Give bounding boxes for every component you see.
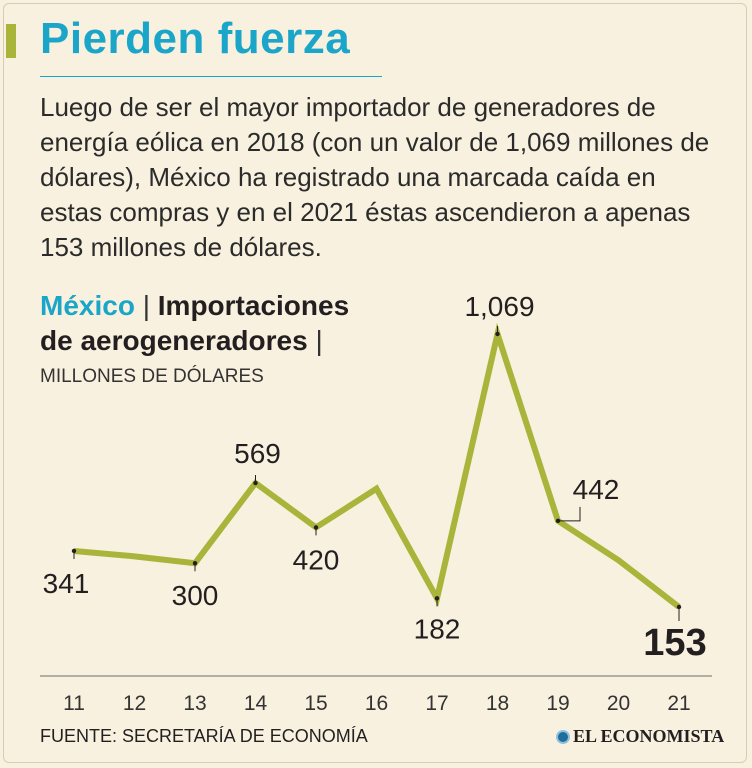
data-label-leader [558,506,581,522]
data-label: 442 [573,474,620,505]
chart-title-separator: | [142,290,150,321]
x-tick-label: 11 [63,692,85,715]
chart-units: MILLONES DE DÓLARES [40,366,264,387]
data-label: 420 [293,544,340,575]
data-label: 1,069 [464,291,534,322]
brand-logo: EL ECONOMISTA [556,726,724,747]
data-label: 153 [643,622,706,664]
data-label: 300 [172,580,219,611]
data-label: 569 [234,438,281,469]
page-title: Pierden fuerza [40,14,351,63]
x-tick-label: 21 [667,692,690,715]
intro-paragraph: Luego de ser el mayor importador de gene… [40,92,710,262]
data-label: 182 [414,613,461,644]
chart-title-line1: Importaciones [157,290,350,321]
x-tick-label: 19 [546,692,569,715]
chart-title-country: México [40,290,135,321]
series-line-group [73,322,681,610]
x-tick-label: 16 [365,692,388,715]
x-tick-label: 18 [486,692,509,715]
chart-title: México | Importaciones de aerogeneradore… [40,288,349,358]
x-tick-label: 17 [425,692,448,715]
x-tick-label: 13 [183,692,206,715]
data-label: 341 [43,568,90,599]
infographic-frame [3,3,747,763]
x-tick-label: 20 [607,692,630,715]
title-accent-bar [6,24,16,58]
brand-mark-icon [556,730,570,744]
x-axis: 11 12 13 14 15 16 17 18 19 20 21 [40,675,712,715]
series-line [73,322,681,610]
chart-title-line2: de aerogeneradores [40,325,308,356]
brand-name: EL ECONOMISTA [573,726,725,746]
title-underline [40,76,382,77]
x-tick-label: 12 [123,692,146,715]
data-labels-group: 341 300 569 420 182 1,069 442 153 [43,291,707,664]
x-tick-label: 14 [244,692,268,715]
x-tick-label: 15 [304,692,327,715]
chart-title-separator-end: | [315,325,323,356]
source-note: FUENTE: SECRETARÍA DE ECONOMÍA [40,726,368,746]
